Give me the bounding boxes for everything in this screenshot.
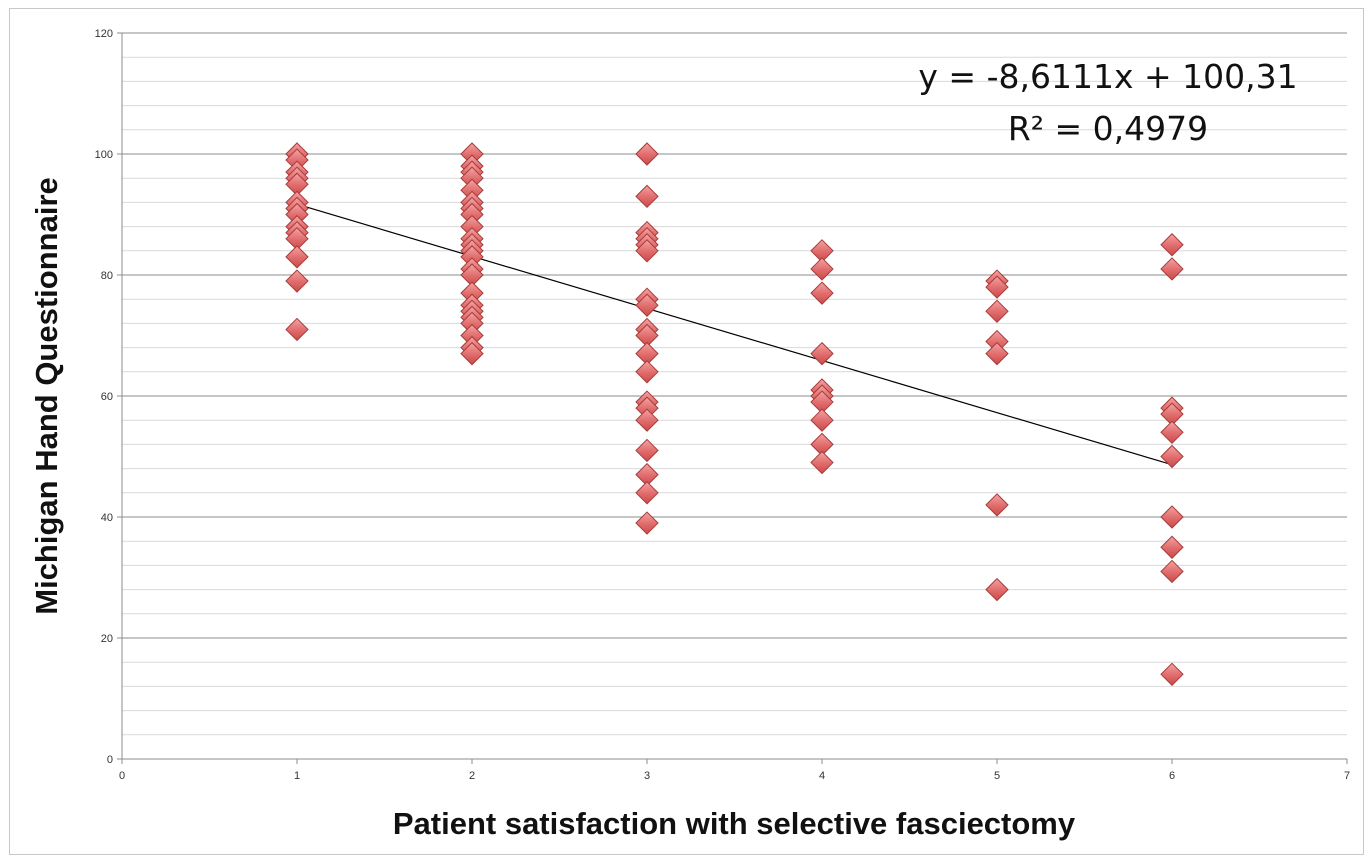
data-point (635, 438, 659, 463)
y-tick-label: 80 (101, 270, 113, 282)
trendline-line (296, 203, 1173, 466)
trendline (296, 203, 1173, 466)
data-point (1160, 233, 1184, 257)
x-tick-label: 5 (994, 770, 1000, 782)
y-tick-label: 0 (107, 754, 113, 766)
data-point (1160, 662, 1184, 687)
data-point (810, 450, 834, 475)
y-tick-labels: 0 20 40 60 80 100 120 (95, 28, 113, 766)
data-point (285, 317, 309, 342)
data-point (635, 239, 659, 263)
data-point (635, 511, 659, 535)
data-point (1160, 420, 1184, 445)
data-point (285, 245, 309, 269)
data-point (985, 577, 1009, 602)
chart-area (9, 8, 1364, 855)
y-tick-label: 20 (101, 633, 113, 645)
x-axis-title: Patient satisfaction with selective fasc… (393, 806, 1076, 841)
data-point (1160, 535, 1184, 559)
data-point (1160, 505, 1184, 529)
y-tick-label: 100 (95, 149, 113, 161)
trendline-r-squared: R² = 0,4979 (1008, 109, 1208, 148)
data-point (635, 360, 659, 384)
y-tick-label: 120 (95, 28, 113, 40)
data-point (985, 275, 1009, 299)
data-point (1160, 444, 1184, 469)
x-tick-label: 0 (119, 770, 125, 782)
x-tick-label: 6 (1169, 770, 1175, 782)
data-point (285, 269, 309, 293)
data-point (810, 257, 834, 281)
data-point (635, 142, 659, 166)
data-point (460, 341, 484, 366)
data-point (1160, 257, 1184, 281)
x-tick-label: 1 (294, 770, 300, 782)
x-tick-label: 7 (1344, 770, 1350, 782)
data-points (285, 142, 1184, 687)
data-point (635, 408, 659, 432)
x-tick-label: 3 (644, 770, 650, 782)
y-tick-label: 40 (101, 512, 113, 524)
x-tick-label: 2 (469, 770, 475, 782)
data-point (810, 341, 834, 366)
axes (117, 32, 1348, 764)
data-point (635, 481, 659, 505)
data-point (985, 299, 1009, 324)
y-axis-title: Michigan Hand Questionnaire (29, 177, 64, 615)
data-point (810, 281, 834, 305)
data-point (635, 184, 659, 209)
y-tick-label: 60 (101, 391, 113, 403)
data-point (635, 293, 659, 317)
data-point (1160, 559, 1184, 584)
data-point (810, 408, 834, 432)
x-tick-label: 4 (819, 770, 825, 782)
data-point (985, 493, 1009, 517)
data-point (985, 341, 1009, 366)
trendline-equation: y = -8,6111x + 100,31 (918, 57, 1297, 96)
gridlines (122, 32, 1347, 736)
x-tick-labels: 0 1 2 3 4 5 6 7 (119, 770, 1350, 782)
